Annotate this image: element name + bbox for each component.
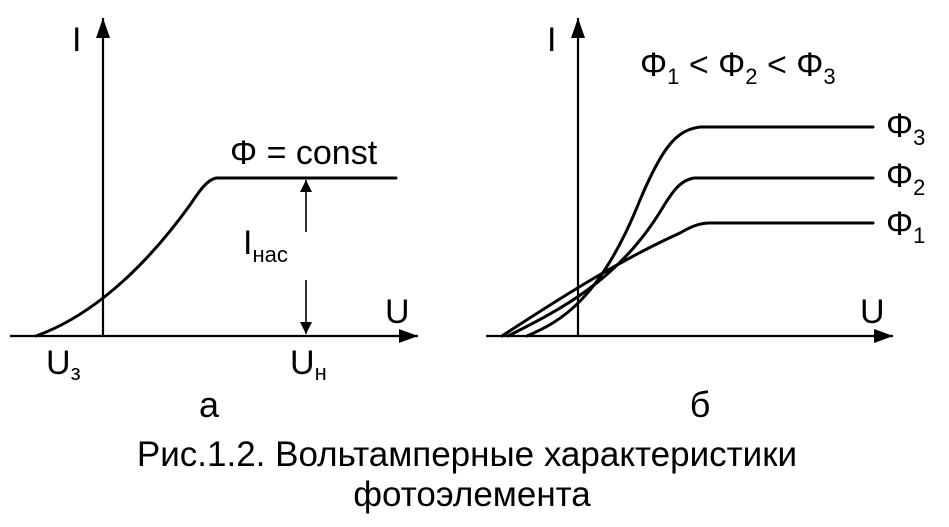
panel-b-y-axis-label: I bbox=[547, 21, 556, 59]
panel-b-y-arrowhead bbox=[571, 18, 585, 38]
panel-a: I U Φ = const Iнас Uз Uн а bbox=[10, 18, 418, 425]
curve-phi1 bbox=[500, 221, 875, 338]
panel-b-x-axis-label: U bbox=[860, 293, 885, 331]
panel-a-characteristic-curve bbox=[34, 176, 398, 338]
figure-caption-line-2: фотоэлемента bbox=[353, 475, 591, 514]
panel-a-y-axis-label: I bbox=[72, 21, 81, 59]
panel-a-curve-label: Φ = const bbox=[230, 134, 378, 172]
panel-b-x-arrowhead bbox=[874, 329, 893, 343]
curve-phi3-label: Φ3 bbox=[886, 107, 925, 150]
flux-relation-label: Φ1 < Φ2 < Φ3 bbox=[640, 46, 836, 89]
curve-phi3 bbox=[525, 125, 875, 338]
curve-phi2 bbox=[506, 176, 875, 338]
panel-a-y-arrowhead bbox=[96, 18, 110, 38]
panel-a-x-axis-label: U bbox=[385, 293, 410, 331]
stopping-voltage-label: Uз bbox=[46, 344, 81, 385]
saturation-voltage-label: Uн bbox=[290, 344, 327, 385]
figure-caption-line-1: Рис.1.2. Вольтамперные характеристики bbox=[137, 435, 797, 474]
panel-a-letter: а bbox=[199, 384, 220, 425]
curve-phi2-label: Φ2 bbox=[886, 157, 925, 200]
panel-b-letter: б bbox=[690, 384, 711, 425]
panel-a-x-arrowhead bbox=[399, 329, 418, 343]
curve-phi1-label: Φ1 bbox=[886, 205, 925, 248]
panel-b: I U Φ1 < Φ2 < Φ3 Φ3 Φ2 Φ1 б bbox=[486, 18, 925, 425]
saturation-current-label: Iнас bbox=[243, 224, 288, 267]
